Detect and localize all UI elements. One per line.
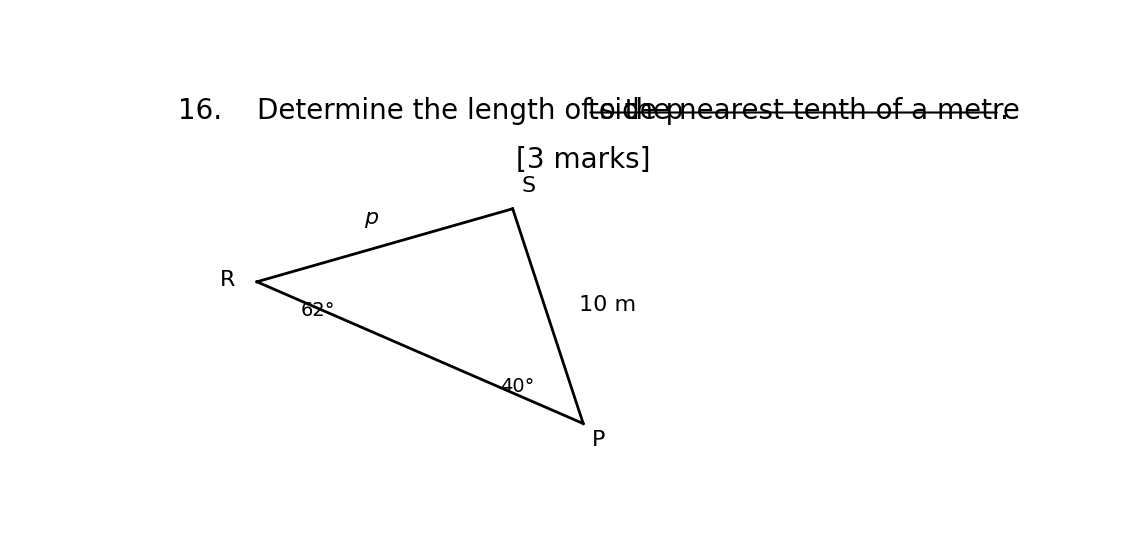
Text: 10 m: 10 m [579, 295, 636, 315]
Text: 40°: 40° [501, 377, 535, 396]
Text: R: R [220, 270, 234, 290]
Text: [3 marks]: [3 marks] [516, 146, 651, 175]
Text: p: p [364, 208, 379, 228]
Text: P: P [592, 430, 605, 450]
Text: 16.: 16. [178, 97, 222, 125]
Text: S: S [521, 176, 536, 196]
Text: to the nearest tenth of a metre: to the nearest tenth of a metre [587, 97, 1020, 125]
Text: 62°: 62° [300, 301, 336, 320]
Text: .: . [999, 97, 1008, 125]
Text: Determine the length of side p: Determine the length of side p [257, 97, 692, 125]
